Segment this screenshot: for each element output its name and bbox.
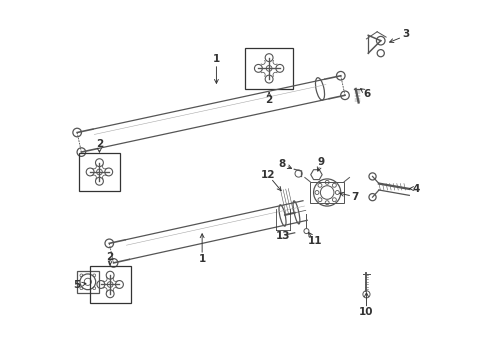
Text: 2: 2 [96, 139, 103, 149]
Text: 1: 1 [198, 254, 206, 264]
Text: 4: 4 [413, 184, 420, 194]
Text: 9: 9 [318, 157, 325, 167]
Bar [310, 182, 344, 203]
Text: 2: 2 [106, 252, 114, 262]
Bar [245, 48, 293, 89]
Text: 5: 5 [74, 280, 81, 291]
Text: 7: 7 [351, 192, 359, 202]
Text: 10: 10 [359, 307, 374, 317]
Text: 12: 12 [261, 170, 275, 180]
Text: 13: 13 [276, 231, 291, 241]
Bar [77, 271, 98, 293]
Text: 11: 11 [308, 236, 322, 246]
Text: 3: 3 [402, 29, 409, 39]
Bar [90, 266, 131, 303]
Text: 8: 8 [278, 159, 286, 169]
Text: 1: 1 [213, 54, 220, 64]
Bar [79, 153, 120, 191]
Text: 6: 6 [364, 89, 371, 99]
Text: 2: 2 [266, 95, 273, 105]
